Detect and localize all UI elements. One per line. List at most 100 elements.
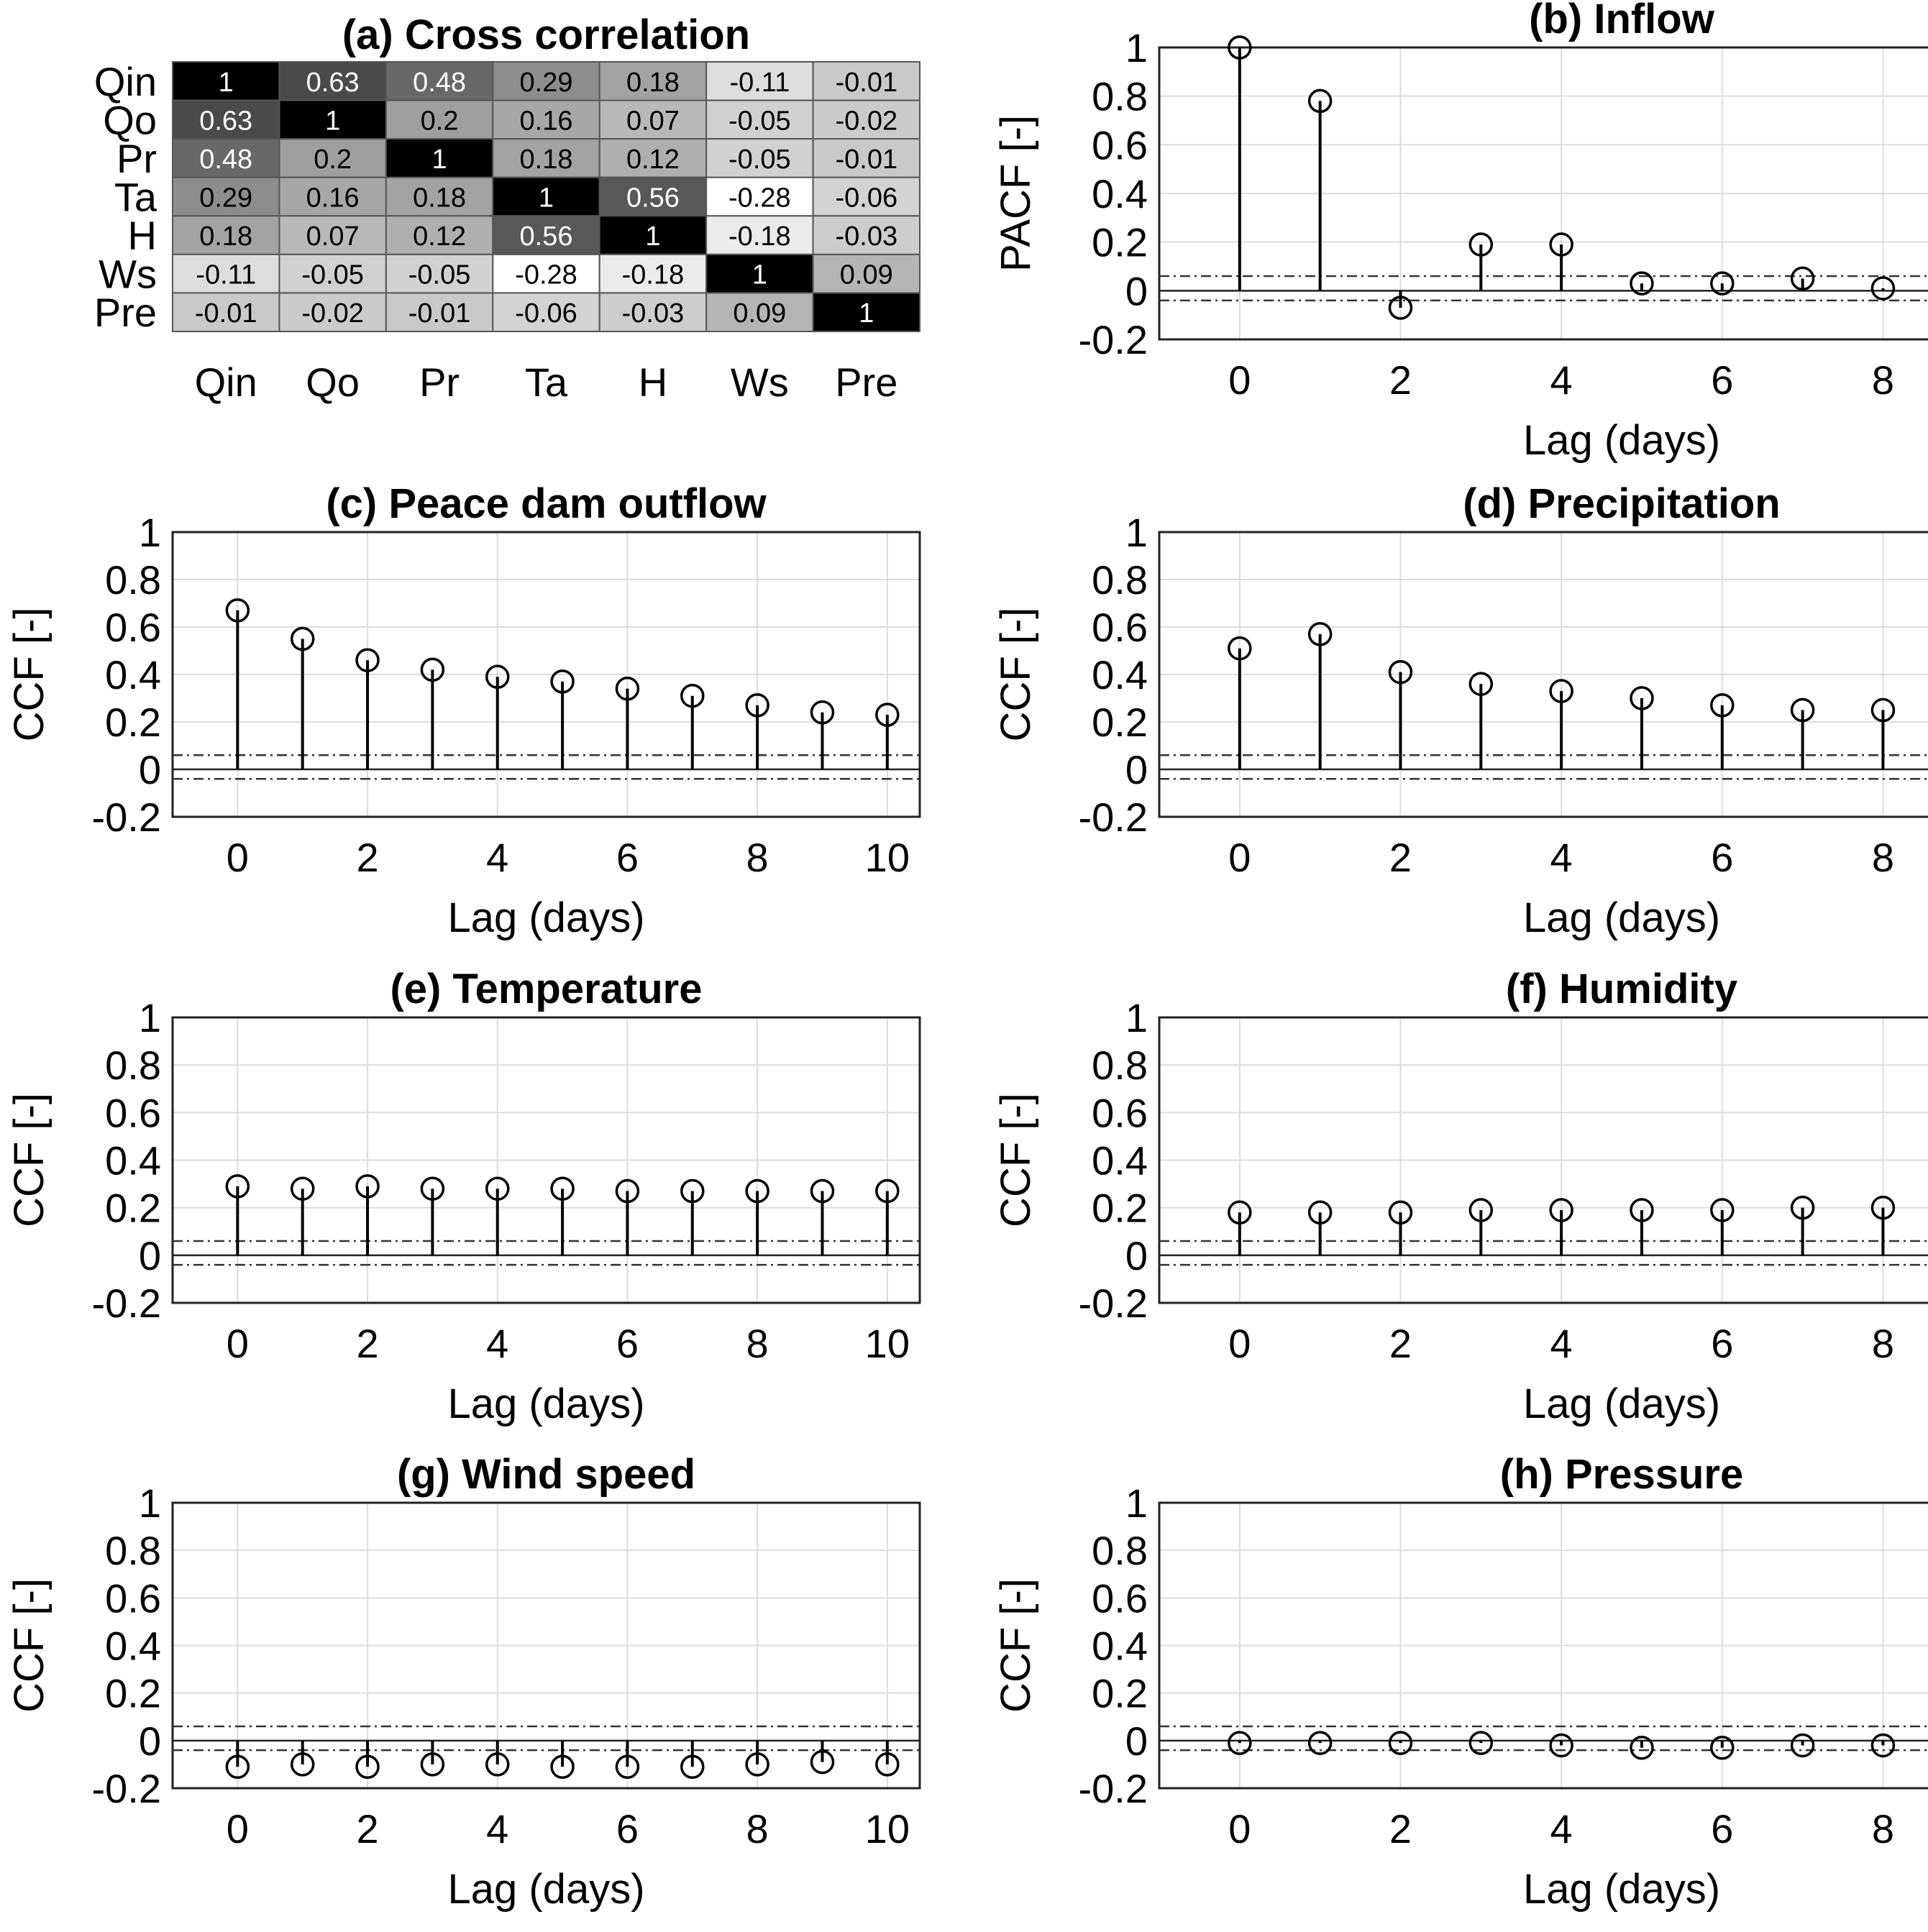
chart-title: (h) Pressure [1500, 1451, 1743, 1498]
y-tick-label: 0 [1125, 268, 1148, 313]
heatmap-value: 0.56 [520, 221, 573, 252]
stem-marker [1307, 88, 1333, 114]
axes-box [1158, 1016, 1928, 1304]
y-tick-label: 0 [139, 1718, 161, 1764]
heatmap-title: (a) Cross correlation [342, 12, 750, 58]
heatmap-value: 0.18 [626, 68, 680, 98]
heatmap-row-label: H [128, 213, 157, 258]
heatmap-cell [812, 253, 920, 294]
x-axis-label: Lag (days) [1523, 1866, 1720, 1913]
heatmap-value: 0.16 [306, 183, 360, 214]
y-tick-label: 0.6 [105, 1575, 161, 1621]
x-tick-label: 6 [616, 835, 639, 880]
stem-marker [1710, 271, 1735, 296]
stem-marker [1388, 659, 1413, 685]
x-tick-label: 8 [1872, 1321, 1894, 1366]
heatmap-cell [172, 253, 280, 294]
heatmap-value: 1 [859, 298, 874, 329]
heatmap-value: 0.56 [626, 183, 680, 214]
y-axis-label: PACF [-] [992, 115, 1039, 272]
y-axis-label: CCF [-] [992, 1578, 1039, 1713]
stem-marker [1790, 697, 1815, 723]
y-tick-label: 1 [139, 995, 161, 1040]
stem-marker [1228, 35, 1252, 60]
y-tick-label: 0.2 [105, 1671, 161, 1716]
heatmap-value: -0.02 [301, 298, 364, 329]
stem-marker [615, 1754, 640, 1779]
y-tick-label: 0.8 [105, 1528, 161, 1573]
x-tick-label: 2 [1389, 835, 1412, 880]
heatmap-value: 0.09 [733, 298, 786, 329]
x-axis-label: Lag (days) [447, 894, 644, 941]
heatmap-value: -0.28 [728, 183, 791, 214]
x-tick-label: 2 [1389, 357, 1412, 403]
heatmap-value: 0.29 [199, 183, 252, 214]
stem-marker [1790, 266, 1815, 291]
heatmap-cell [812, 138, 920, 178]
y-tick-label: 1 [1125, 25, 1148, 70]
x-tick-label: 2 [356, 835, 378, 880]
y-tick-label: 0.8 [1092, 74, 1148, 119]
heatmap-cell [278, 253, 387, 294]
heatmap-value: 0.48 [413, 68, 466, 98]
y-tick-label: -0.2 [1079, 1281, 1148, 1326]
chart-title: (d) Precipitation [1463, 480, 1780, 527]
stem-marker [810, 1178, 835, 1204]
heatmap-cell [598, 99, 708, 140]
heatmap-cell [812, 176, 920, 217]
heatmap-value: 1 [539, 183, 554, 214]
heatmap-value: -0.05 [301, 260, 364, 290]
y-tick-label: -0.2 [1079, 317, 1148, 362]
y-tick-label: 0.6 [1092, 1575, 1148, 1621]
heatmap-value: 0.12 [413, 221, 466, 252]
stem-marker [875, 1178, 900, 1204]
heatmap-cell [812, 99, 920, 140]
stem-marker [1549, 1733, 1573, 1758]
stem-marker [1307, 622, 1333, 646]
heatmap-col-label: Qo [306, 360, 360, 405]
heatmap-cell [492, 138, 600, 178]
y-axis-label: CCF [-] [6, 1093, 52, 1227]
x-tick-label: 10 [865, 835, 910, 880]
heatmap-value: 0.18 [413, 183, 466, 214]
chart-title: (f) Humidity [1506, 966, 1737, 1012]
stem-marker [1790, 1195, 1815, 1220]
y-tick-label: 0.4 [105, 1138, 161, 1184]
x-tick-label: 0 [227, 1806, 249, 1851]
stem-marker [355, 1174, 380, 1199]
heatmap-value: 1 [752, 260, 767, 290]
stem-marker [1228, 636, 1252, 661]
y-tick-label: 0.4 [1092, 652, 1148, 697]
stem-marker [1870, 1733, 1896, 1758]
heatmap-col-label: Pre [835, 360, 897, 405]
stem-marker [745, 1178, 769, 1204]
y-tick-label: 0.2 [1092, 220, 1148, 265]
x-tick-label: 6 [1711, 1806, 1733, 1851]
heatmap-value: -0.03 [835, 221, 897, 252]
heatmap-cell [385, 99, 494, 140]
y-tick-label: -0.2 [92, 1281, 162, 1326]
heatmap-value: 1 [645, 221, 660, 252]
heatmap-value: 0.07 [626, 106, 680, 136]
stem-marker [1549, 679, 1573, 703]
y-tick-label: -0.2 [92, 1766, 162, 1811]
stem-marker [1468, 1198, 1494, 1222]
x-tick-label: 0 [1228, 835, 1251, 880]
heatmap-value: -0.01 [835, 145, 897, 175]
heatmap-value: -0.03 [622, 298, 685, 329]
stem-marker [1870, 276, 1896, 301]
heatmap-cell [705, 176, 814, 217]
y-tick-label: 0.4 [105, 652, 161, 697]
heatmap-cell [385, 215, 494, 255]
y-tick-label: 1 [139, 1480, 161, 1526]
stem-marker [1870, 1195, 1896, 1220]
heatmap-value: 0.48 [199, 145, 252, 175]
heatmap-row-label: Pre [94, 290, 157, 335]
x-tick-label: 8 [1872, 1806, 1894, 1851]
x-tick-label: 6 [1711, 835, 1733, 880]
heatmap-cell [598, 253, 708, 294]
heatmap-value: 0.18 [520, 145, 573, 175]
y-tick-label: 0.2 [105, 1186, 161, 1231]
